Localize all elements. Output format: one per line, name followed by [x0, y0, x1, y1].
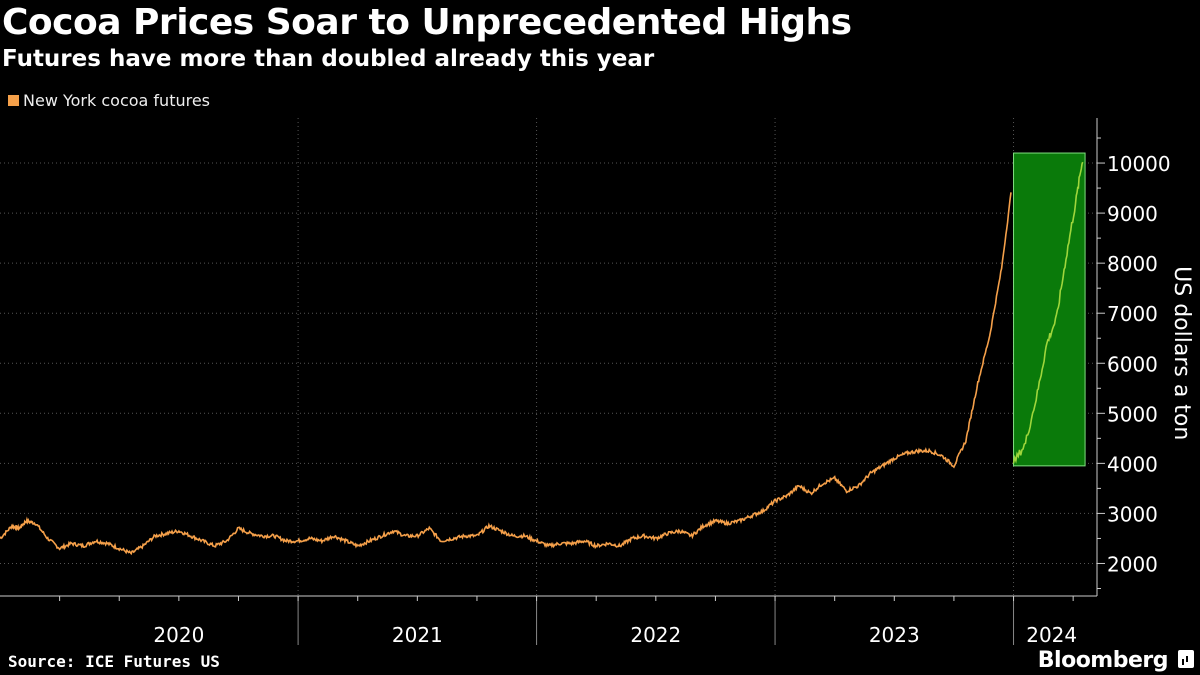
bloomberg-logo: Bloomberg	[1037, 648, 1169, 673]
series-line	[0, 192, 1012, 556]
y-tick-label: 3000	[1107, 502, 1158, 526]
x-tick-label: 2024	[1026, 623, 1077, 647]
legend: New York cocoa futures	[8, 91, 210, 110]
y-tick-label: 5000	[1107, 402, 1158, 426]
legend-label: New York cocoa futures	[23, 91, 211, 110]
highlight-box	[1013, 152, 1086, 467]
legend-swatch	[8, 95, 19, 106]
chart-title: Cocoa Prices Soar to Unprecedented Highs	[2, 2, 852, 43]
x-tick-label: 2021	[392, 623, 443, 647]
y-axis-title: US dollars a ton	[1169, 266, 1194, 440]
y-tick-label: 7000	[1107, 302, 1158, 326]
y-tick-label: 6000	[1107, 352, 1158, 376]
x-tick-label: 2023	[869, 623, 920, 647]
y-tick-label: 10000	[1107, 152, 1171, 176]
y-tick-label: 8000	[1107, 252, 1158, 276]
y-tick-label: 9000	[1107, 202, 1158, 226]
series-line-highlight	[1012, 161, 1084, 464]
y-tick-label: 2000	[1107, 552, 1158, 576]
x-tick-label: 2020	[153, 623, 204, 647]
y-tick-label: 4000	[1107, 452, 1158, 476]
chart-subtitle: Futures have more than doubled already t…	[2, 46, 655, 72]
source-note: Source: ICE Futures US	[8, 652, 220, 671]
chart-icon	[1178, 650, 1194, 668]
x-tick-label: 2022	[630, 623, 681, 647]
